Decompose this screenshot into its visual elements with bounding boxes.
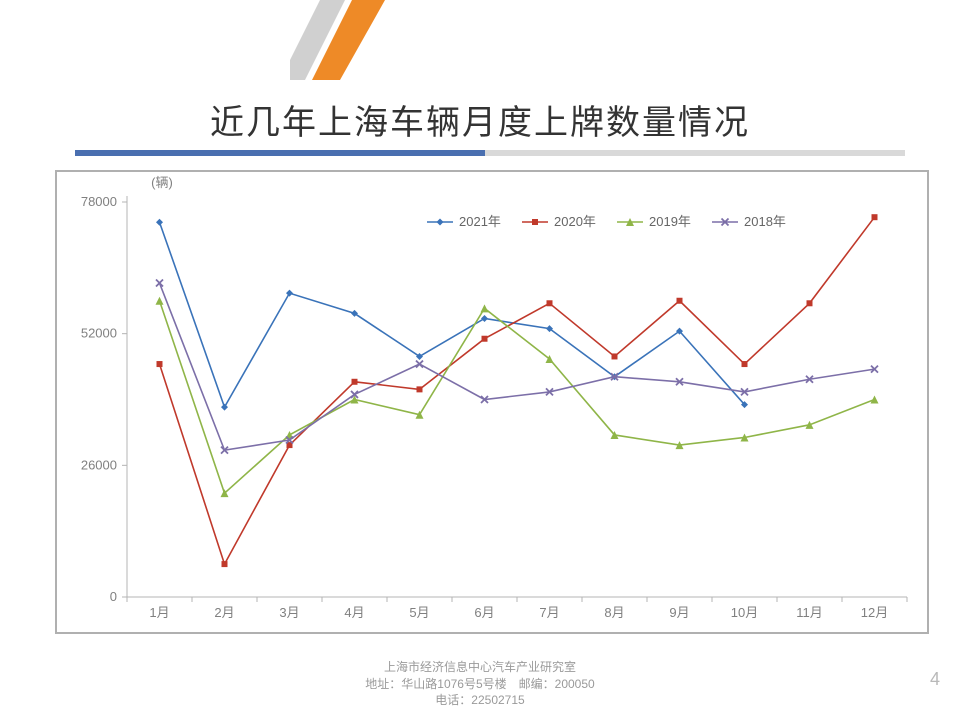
x-tick-label: 9月 (669, 605, 689, 620)
y-tick-label: 52000 (81, 326, 117, 341)
footer-org: 上海市经济信息中心汽车产业研究室 (0, 659, 960, 675)
legend-label: 2020年 (554, 214, 596, 229)
legend-label: 2018年 (744, 214, 786, 229)
page-number: 4 (930, 669, 940, 690)
x-tick-label: 10月 (731, 605, 758, 620)
x-tick-label: 6月 (474, 605, 494, 620)
x-tick-label: 12月 (861, 605, 888, 620)
slide: 近几年上海车辆月度上牌数量情况 (辆) 0 26000 52000 78000 1月 2月 3… (0, 0, 960, 720)
x-tick-label: 7月 (539, 605, 559, 620)
x-tick-label: 5月 (409, 605, 429, 620)
title-underline (75, 150, 905, 158)
legend-label: 2021年 (459, 214, 501, 229)
series-line (160, 301, 875, 493)
footer-tel: 电话：22502715 (0, 692, 960, 708)
corner-accent (290, 0, 410, 80)
x-tick-label: 3月 (279, 605, 299, 620)
y-tick-label: 26000 (81, 457, 117, 472)
legend-label: 2019年 (649, 214, 691, 229)
series-line (160, 283, 875, 450)
line-chart: (辆) 0 26000 52000 78000 1月 2月 3月 4月 5月 6月 7月 8月 9月 10月… (57, 172, 927, 632)
x-tick-label: 4月 (344, 605, 364, 620)
y-tick-label: 78000 (81, 194, 117, 209)
chart-unit-label: (辆) (151, 175, 173, 190)
footer-addr: 地址：华山路1076号5号楼 邮编：200050 (0, 676, 960, 692)
title-area: 近几年上海车辆月度上牌数量情况 (0, 95, 960, 144)
series-line (160, 217, 875, 564)
x-tick-label: 2月 (214, 605, 234, 620)
footer: 上海市经济信息中心汽车产业研究室 地址：华山路1076号5号楼 邮编：20005… (0, 659, 960, 708)
x-tick-label: 11月 (796, 605, 823, 620)
x-tick-label: 1月 (149, 605, 169, 620)
y-tick-label: 0 (110, 589, 117, 604)
chart-container: (辆) 0 26000 52000 78000 1月 2月 3月 4月 5月 6月 7月 8月 9月 10月… (55, 170, 929, 634)
page-title: 近几年上海车辆月度上牌数量情况 (0, 95, 960, 144)
x-tick-label: 8月 (604, 605, 624, 620)
